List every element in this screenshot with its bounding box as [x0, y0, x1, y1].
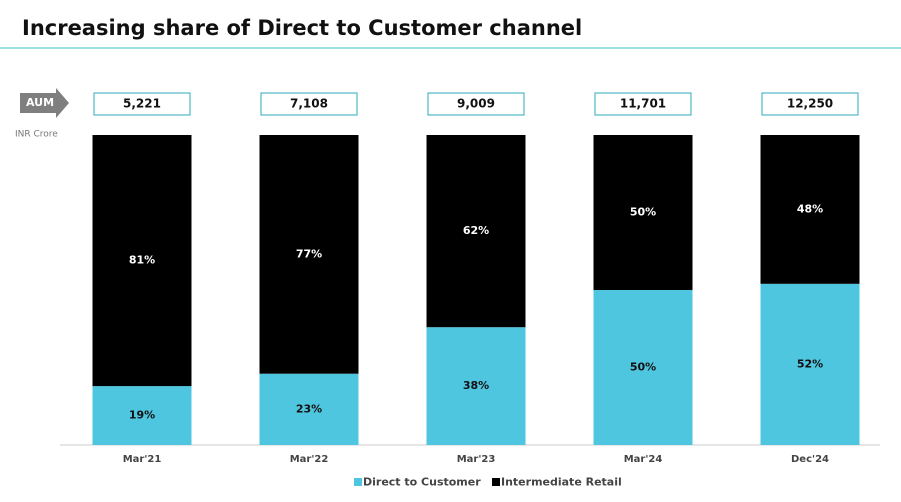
- x-tick-label: Mar'21: [123, 454, 162, 465]
- x-tick-label: Mar'23: [457, 454, 496, 465]
- aum-value: 7,108: [290, 97, 328, 111]
- aum-box: [761, 92, 859, 116]
- value-label: 50%: [630, 206, 656, 219]
- aum-value: 9,009: [457, 97, 495, 111]
- bar-segment: [426, 135, 526, 328]
- bar-segment: [593, 135, 693, 290]
- legend-label: Direct to Customer: [363, 476, 481, 489]
- aum-unit: INR Crore: [15, 130, 58, 140]
- value-label: 62%: [463, 224, 489, 237]
- aum-box: [427, 92, 525, 116]
- value-label: 23%: [296, 402, 322, 415]
- aum-label: AUM: [26, 96, 54, 109]
- value-label: 81%: [129, 254, 155, 267]
- aum-value: 11,701: [620, 97, 666, 111]
- value-label: 52%: [797, 357, 823, 370]
- aum-arrow: [20, 88, 69, 118]
- bar-segment: [259, 135, 359, 374]
- value-label: 50%: [630, 361, 656, 374]
- value-label: 38%: [463, 379, 489, 392]
- x-tick-label: Mar'24: [624, 454, 663, 465]
- legend-swatch: [492, 478, 500, 486]
- aum-box: [594, 92, 692, 116]
- aum-box: [93, 92, 191, 116]
- x-tick-label: Mar'22: [290, 454, 329, 465]
- bar-segment: [760, 283, 860, 445]
- bar-segment: [593, 290, 693, 445]
- value-label: 48%: [797, 202, 823, 215]
- value-label: 77%: [296, 247, 322, 260]
- bar-segment: [92, 386, 192, 445]
- chart-title: Increasing share of Direct to Customer c…: [22, 16, 582, 40]
- bar-segment: [92, 135, 192, 387]
- bar-segment: [760, 135, 860, 284]
- aum-value: 12,250: [787, 97, 833, 111]
- value-label: 19%: [129, 409, 155, 422]
- aum-value: 5,221: [123, 97, 161, 111]
- x-tick-label: Dec'24: [791, 454, 829, 465]
- bar-segment: [259, 373, 359, 445]
- aum-box: [260, 92, 358, 116]
- legend-swatch: [354, 478, 362, 486]
- bar-segment: [426, 327, 526, 445]
- legend-label: Intermediate Retail: [501, 476, 622, 489]
